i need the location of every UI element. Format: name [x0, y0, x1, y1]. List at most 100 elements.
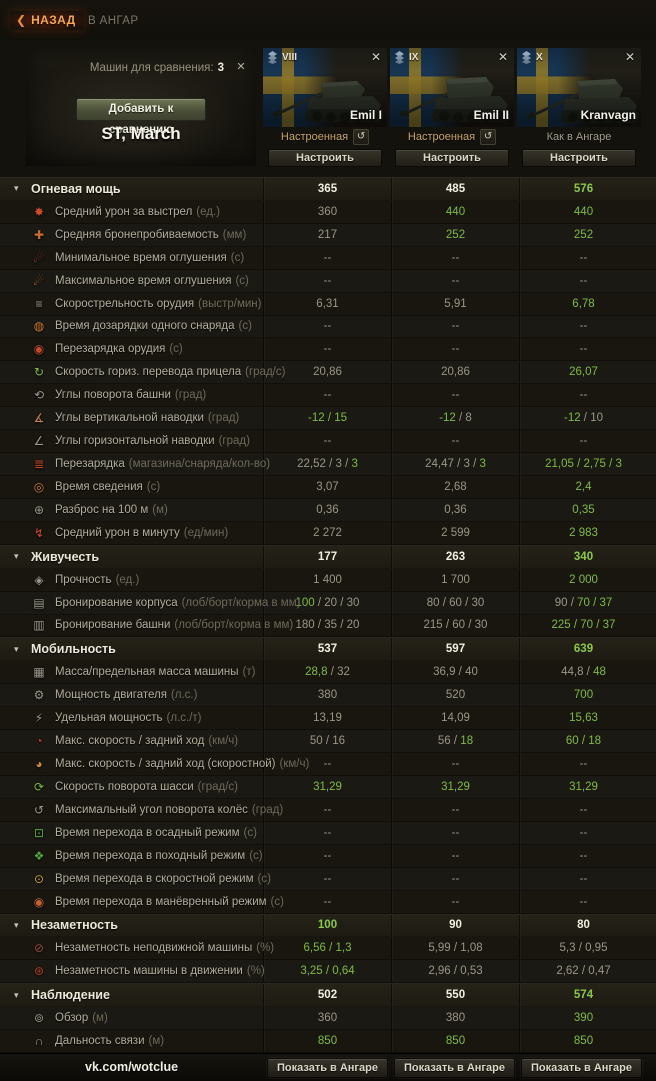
- show-in-hangar-button[interactable]: Показать в Ангаре: [521, 1058, 642, 1078]
- stat-value-cell: 177: [263, 545, 391, 568]
- stat-unit: (с): [257, 872, 271, 885]
- stat-unit: (%): [246, 965, 265, 978]
- reset-configuration-icon[interactable]: ↺: [353, 129, 370, 145]
- stat-value-cell: 520: [391, 684, 519, 707]
- stat-row: ☄ Максимальное время оглушения (с) -- -- --: [0, 269, 656, 293]
- travel-mode-icon: ❖: [33, 848, 45, 863]
- stat-value-cell: --: [263, 821, 391, 844]
- stat-value-cell: 44,8 / 48: [519, 661, 647, 684]
- dispersion-icon: ⊕: [33, 502, 45, 517]
- comparison-counter-value: 3: [217, 62, 224, 74]
- breadcrumb-hangar[interactable]: В АНГАР: [88, 15, 139, 27]
- collapse-chevron-icon[interactable]: ▾: [14, 643, 19, 654]
- vehicle-card-emil1[interactable]: VIII ✕ Emil I Настроенная ↺ Настроить: [263, 48, 387, 167]
- stat-label: Незаметность неподвижной машины: [55, 942, 253, 955]
- stat-label: Прочность: [55, 573, 112, 586]
- vehicle-image: VIII ✕ Emil I: [263, 48, 387, 127]
- collapse-chevron-icon[interactable]: ▾: [14, 989, 19, 1000]
- remove-vehicle-close-icon[interactable]: ✕: [370, 50, 382, 64]
- stat-value-cell: 24,47 / 3 / 3: [391, 453, 519, 475]
- section-title: Незаметность: [31, 918, 118, 933]
- stat-value-cell: 485: [391, 178, 519, 200]
- stat-unit: (м): [92, 1012, 108, 1025]
- collapse-chevron-icon[interactable]: ▾: [14, 183, 19, 194]
- turret-traverse-arc-icon: ⟲: [33, 388, 45, 403]
- stat-value-cell: 5,91: [391, 292, 519, 315]
- clear-comparison-close-icon[interactable]: ✕: [236, 61, 246, 73]
- stat-unit: (град/с): [197, 780, 238, 793]
- stat-value-cell: --: [391, 246, 519, 269]
- remove-vehicle-close-icon[interactable]: ✕: [624, 50, 636, 64]
- stat-unit: (с): [238, 320, 252, 333]
- stat-value-cell: 380: [263, 684, 391, 707]
- section-title: Наблюдение: [31, 988, 110, 1003]
- collapse-chevron-icon[interactable]: ▾: [14, 551, 19, 562]
- stat-value-cell: 2 272: [263, 521, 391, 544]
- tier-label: IX: [409, 52, 419, 63]
- stat-unit: (град): [218, 435, 250, 448]
- stat-value-cell: 90: [391, 914, 519, 937]
- stat-unit: (лоб/борт/корма в мм): [181, 596, 301, 609]
- hull-armor-icon: ▤: [33, 595, 45, 610]
- section-row[interactable]: ▾ Мобильность 537 597 639: [0, 637, 656, 662]
- collapse-chevron-icon[interactable]: ▾: [14, 919, 19, 930]
- stat-row: ❖ Время перехода в походный режим (с) -- -- -…: [0, 844, 656, 868]
- stat-value-cell: --: [391, 798, 519, 821]
- show-in-hangar-button[interactable]: Показать в Ангаре: [267, 1058, 388, 1078]
- stat-value-cell: 340: [519, 545, 647, 568]
- configuration-status: Настроенная: [280, 131, 349, 143]
- stat-value-cell: --: [519, 753, 647, 775]
- stat-label: Дальность связи: [55, 1035, 145, 1048]
- reset-configuration-icon[interactable]: ↺: [480, 129, 497, 145]
- watermark-text: vk.com/wotclue: [85, 1060, 179, 1074]
- stat-row: ☄ Минимальное время оглушения (с) -- -- --: [0, 246, 656, 270]
- stat-unit: (ед/мин): [183, 526, 229, 539]
- aim-time-icon: ◎: [33, 479, 45, 494]
- stat-label: Перезарядка орудия: [55, 343, 166, 356]
- configure-button[interactable]: Настроить: [268, 149, 382, 167]
- stat-value-cell: 26,07: [519, 361, 647, 384]
- vehicle-card-kranvagn[interactable]: X ✕ Kranvagn Как в Ангаре Настроить: [517, 48, 641, 167]
- section-row[interactable]: ▾ Живучесть 177 263 340: [0, 544, 656, 569]
- stat-value-cell: --: [391, 867, 519, 890]
- stat-value-cell: --: [263, 384, 391, 407]
- selected-vehicle-name: ST, March: [101, 124, 181, 143]
- section-row[interactable]: ▾ Огневая мощь 365 485 576: [0, 177, 656, 201]
- stat-value-cell: -12 / 10: [519, 407, 647, 430]
- section-row[interactable]: ▾ Незаметность 100 90 80: [0, 913, 656, 938]
- dpm-icon: ↯: [33, 525, 45, 540]
- show-in-hangar-button[interactable]: Показать в Ангаре: [394, 1058, 515, 1078]
- stat-value-cell: 1 400: [263, 568, 391, 591]
- penetration-icon: ✚: [33, 227, 45, 242]
- add-to-comparison-button[interactable]: Добавить к сравнению: [76, 98, 206, 136]
- stat-row: ⊡ Время перехода в осадный режим (с) -- -- --: [0, 821, 656, 845]
- stat-value-cell: 80 / 60 / 30: [391, 591, 519, 614]
- stat-value-cell: --: [263, 753, 391, 775]
- stat-value-cell: 252: [391, 223, 519, 246]
- configuration-status: Настроенная: [407, 131, 476, 143]
- stat-label: Скорость гориз. перевода прицела: [55, 366, 242, 379]
- stat-value-cell: 215 / 60 / 30: [391, 614, 519, 637]
- stat-label: Время перехода в манёвренный режим: [55, 895, 267, 908]
- vehicle-image: X ✕ Kranvagn: [517, 48, 641, 127]
- vehicle-card-emil2[interactable]: IX ✕ Emil II Настроенная ↺ Настроить: [390, 48, 514, 167]
- section-row[interactable]: ▾ Наблюдение 502 550 574: [0, 983, 656, 1008]
- stat-row: ▥ Бронирование башни (лоб/борт/корма в мм)…: [0, 614, 656, 638]
- aim-traverse-speed-icon: ↻: [33, 365, 45, 380]
- stat-value-cell: 850: [519, 1030, 647, 1053]
- weight-icon: ▦: [33, 665, 45, 680]
- stat-label: Масса/предельная масса машины: [55, 666, 239, 679]
- configure-button[interactable]: Настроить: [395, 149, 509, 167]
- stat-value-cell: 20,86: [391, 361, 519, 384]
- stat-value-cell: --: [391, 430, 519, 453]
- stat-unit: (мм): [222, 228, 247, 241]
- stat-value-cell: 2,62 / 0,47: [519, 960, 647, 983]
- stat-value-cell: --: [391, 821, 519, 844]
- stat-value-cell: --: [263, 430, 391, 453]
- stat-value-cell: 550: [391, 984, 519, 1007]
- back-button[interactable]: ❮ НАЗАД: [10, 11, 84, 30]
- configure-button[interactable]: Настроить: [522, 149, 636, 167]
- stat-label: Удельная мощность: [55, 712, 163, 725]
- stat-value-cell: 252: [519, 223, 647, 246]
- remove-vehicle-close-icon[interactable]: ✕: [497, 50, 509, 64]
